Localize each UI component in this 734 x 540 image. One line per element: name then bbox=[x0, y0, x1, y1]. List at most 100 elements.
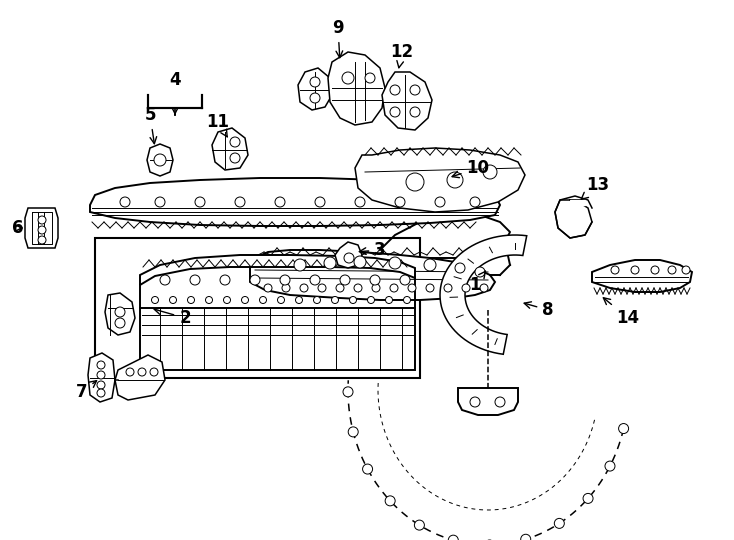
Circle shape bbox=[344, 253, 354, 263]
Circle shape bbox=[138, 368, 146, 376]
Circle shape bbox=[241, 296, 249, 303]
Polygon shape bbox=[355, 148, 525, 212]
Circle shape bbox=[390, 85, 400, 95]
Text: 9: 9 bbox=[333, 19, 344, 58]
Circle shape bbox=[389, 257, 401, 269]
Circle shape bbox=[97, 361, 105, 369]
Circle shape bbox=[611, 266, 619, 274]
Circle shape bbox=[668, 266, 676, 274]
Circle shape bbox=[230, 137, 240, 147]
Polygon shape bbox=[88, 353, 115, 402]
Text: 4: 4 bbox=[170, 71, 181, 89]
Circle shape bbox=[480, 284, 488, 292]
Circle shape bbox=[38, 236, 46, 244]
Polygon shape bbox=[328, 52, 385, 125]
Circle shape bbox=[195, 197, 205, 207]
Circle shape bbox=[324, 257, 336, 269]
Circle shape bbox=[296, 296, 302, 303]
Polygon shape bbox=[140, 255, 415, 285]
Text: 1: 1 bbox=[469, 271, 485, 294]
Circle shape bbox=[651, 266, 659, 274]
Circle shape bbox=[363, 464, 373, 474]
Circle shape bbox=[426, 284, 434, 292]
Circle shape bbox=[277, 296, 285, 303]
Circle shape bbox=[370, 275, 380, 285]
Bar bbox=[95, 238, 420, 378]
Text: 11: 11 bbox=[206, 113, 230, 137]
Circle shape bbox=[348, 427, 358, 437]
Circle shape bbox=[318, 284, 326, 292]
Circle shape bbox=[310, 77, 320, 87]
Polygon shape bbox=[335, 242, 362, 268]
Circle shape bbox=[275, 197, 285, 207]
Polygon shape bbox=[25, 208, 58, 248]
Circle shape bbox=[619, 423, 628, 434]
Circle shape bbox=[38, 216, 46, 224]
Circle shape bbox=[97, 371, 105, 379]
Circle shape bbox=[368, 296, 374, 303]
Circle shape bbox=[385, 296, 393, 303]
Circle shape bbox=[444, 284, 452, 292]
Polygon shape bbox=[250, 250, 495, 300]
Circle shape bbox=[631, 266, 639, 274]
Circle shape bbox=[355, 197, 365, 207]
Circle shape bbox=[155, 197, 165, 207]
Circle shape bbox=[354, 284, 362, 292]
Circle shape bbox=[583, 494, 593, 503]
Circle shape bbox=[554, 518, 564, 528]
Circle shape bbox=[97, 389, 105, 397]
Circle shape bbox=[470, 397, 480, 407]
Text: 12: 12 bbox=[390, 43, 413, 68]
Text: 14: 14 bbox=[603, 298, 639, 327]
Circle shape bbox=[250, 275, 260, 285]
Polygon shape bbox=[115, 355, 165, 400]
Circle shape bbox=[264, 284, 272, 292]
Text: 13: 13 bbox=[581, 176, 609, 199]
Circle shape bbox=[448, 535, 458, 540]
Circle shape bbox=[395, 197, 405, 207]
Circle shape bbox=[260, 296, 266, 303]
Circle shape bbox=[294, 259, 306, 271]
Circle shape bbox=[170, 296, 176, 303]
Circle shape bbox=[223, 296, 230, 303]
Circle shape bbox=[470, 197, 480, 207]
Circle shape bbox=[475, 267, 485, 277]
Polygon shape bbox=[382, 72, 432, 130]
Circle shape bbox=[495, 397, 505, 407]
Polygon shape bbox=[592, 260, 692, 292]
Circle shape bbox=[126, 368, 134, 376]
Polygon shape bbox=[90, 178, 500, 226]
Circle shape bbox=[190, 275, 200, 285]
Circle shape bbox=[151, 296, 159, 303]
Circle shape bbox=[410, 107, 420, 117]
Polygon shape bbox=[440, 235, 527, 354]
Circle shape bbox=[115, 318, 125, 328]
Circle shape bbox=[349, 296, 357, 303]
Text: 7: 7 bbox=[76, 381, 97, 401]
Polygon shape bbox=[147, 144, 173, 176]
Circle shape bbox=[410, 85, 420, 95]
Polygon shape bbox=[212, 128, 248, 170]
Circle shape bbox=[38, 226, 46, 234]
Circle shape bbox=[404, 296, 410, 303]
Text: 5: 5 bbox=[145, 106, 156, 144]
Circle shape bbox=[150, 368, 158, 376]
Circle shape bbox=[483, 165, 497, 179]
Circle shape bbox=[332, 296, 338, 303]
Circle shape bbox=[408, 284, 416, 292]
Polygon shape bbox=[140, 308, 415, 370]
Polygon shape bbox=[458, 388, 518, 415]
Circle shape bbox=[282, 284, 290, 292]
Circle shape bbox=[340, 275, 350, 285]
Circle shape bbox=[455, 263, 465, 273]
Circle shape bbox=[220, 275, 230, 285]
Circle shape bbox=[115, 307, 125, 317]
Circle shape bbox=[462, 284, 470, 292]
Circle shape bbox=[187, 296, 195, 303]
Circle shape bbox=[390, 107, 400, 117]
Circle shape bbox=[365, 73, 375, 83]
Text: 2: 2 bbox=[154, 308, 191, 327]
Circle shape bbox=[415, 520, 424, 530]
Circle shape bbox=[310, 93, 320, 103]
Text: 8: 8 bbox=[524, 301, 553, 319]
